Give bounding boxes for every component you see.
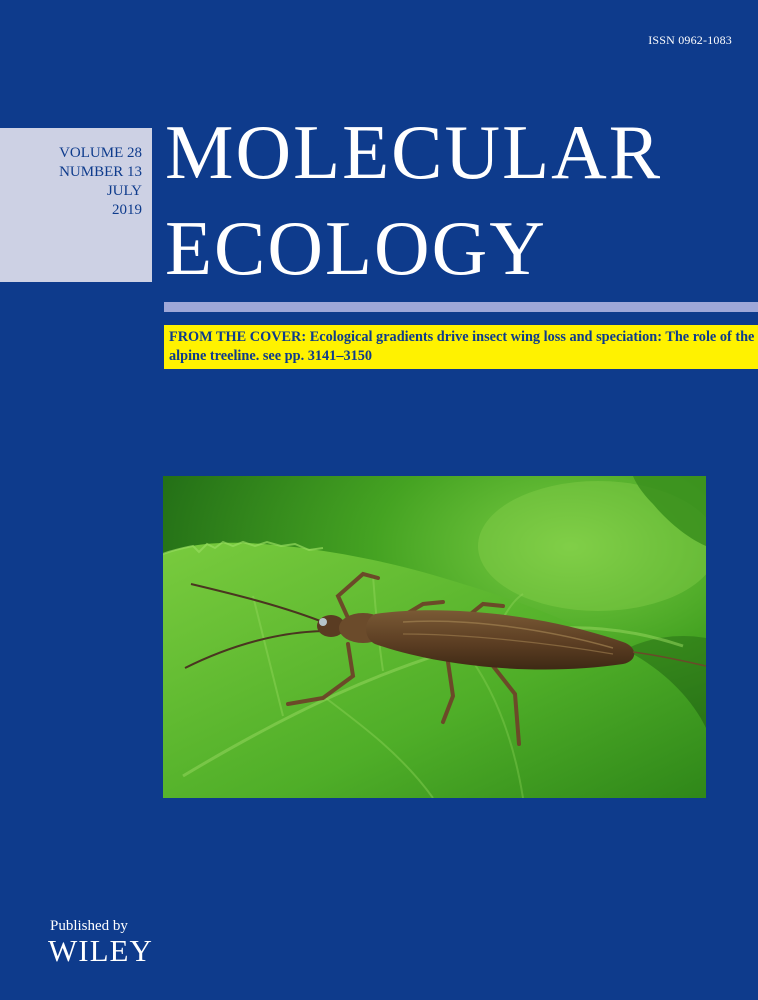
cover-photo bbox=[163, 476, 706, 798]
from-the-cover-text: Ecological gradients drive insect wing l… bbox=[169, 329, 755, 364]
issn-number: ISSN 0962-1083 bbox=[648, 33, 732, 47]
issue-info-box: VOLUME 28 NUMBER 13 JULY 2019 bbox=[0, 128, 152, 282]
from-the-cover-banner: FROM THE COVER: Ecological gradients dri… bbox=[164, 325, 758, 369]
journal-title: MOLECULAR ECOLOGY bbox=[165, 104, 745, 296]
published-by-label: Published by bbox=[50, 918, 128, 934]
journal-title-line-1: MOLECULAR bbox=[165, 109, 663, 195]
issue-year-label: 2019 bbox=[112, 202, 142, 218]
title-divider bbox=[164, 302, 758, 312]
issue-number-label: NUMBER 13 bbox=[59, 164, 142, 180]
wiley-logo: WILEY bbox=[48, 933, 153, 968]
journal-title-line-2: ECOLOGY bbox=[165, 205, 547, 291]
volume-label: VOLUME 28 bbox=[59, 145, 142, 161]
issue-month-label: JULY bbox=[106, 183, 142, 199]
publisher-block: Published by WILEY bbox=[48, 917, 153, 967]
from-the-cover-label: FROM THE COVER: bbox=[169, 329, 307, 345]
